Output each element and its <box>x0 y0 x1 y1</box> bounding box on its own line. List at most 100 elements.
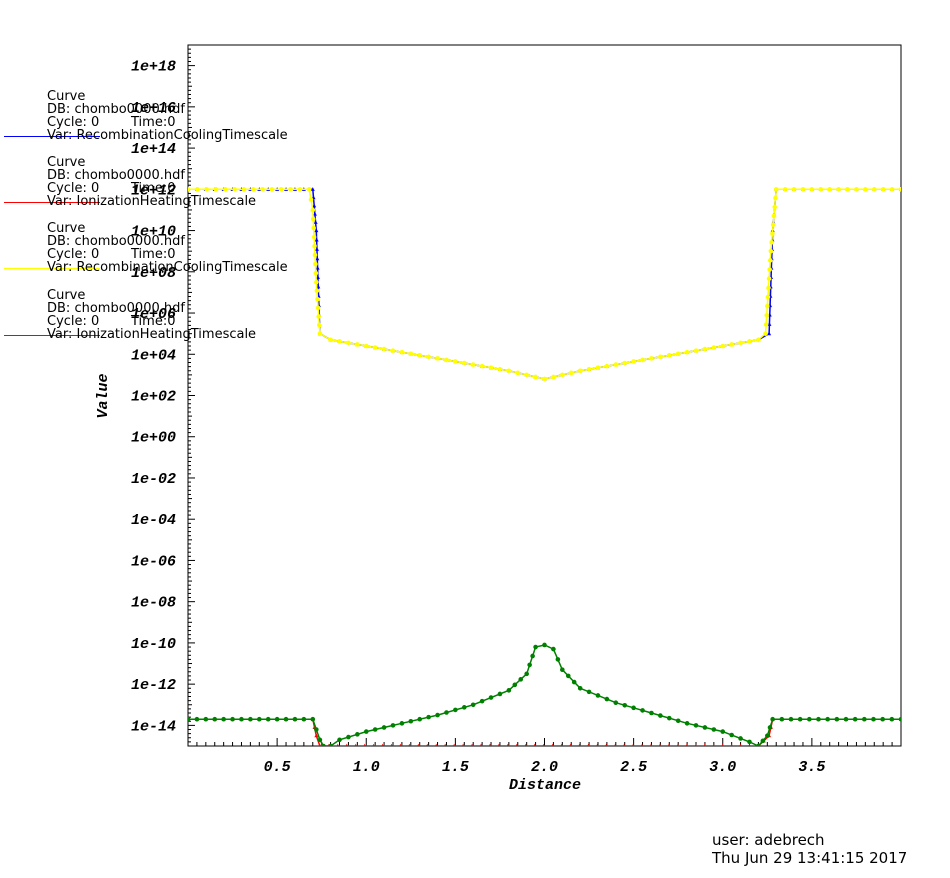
y-tick-label: 1e-10 <box>131 636 176 653</box>
data-point <box>312 243 317 249</box>
data-point <box>426 714 431 720</box>
data-point <box>640 743 644 746</box>
data-point <box>542 743 545 746</box>
data-point <box>816 716 821 722</box>
data-point <box>765 733 770 738</box>
data-point <box>748 743 751 746</box>
data-point <box>871 716 876 722</box>
data-point <box>767 258 773 263</box>
data-point <box>435 356 440 361</box>
data-point <box>889 187 895 192</box>
data-point <box>444 710 449 715</box>
legend-entry: Curve DB: chombo0000.hdf Cycle: 0 Time:0… <box>0 156 330 216</box>
data-point <box>318 743 322 746</box>
legend-time-label: Time:0 <box>131 314 176 329</box>
data-point <box>791 187 797 192</box>
data-point <box>312 211 317 216</box>
data-point <box>797 716 803 722</box>
data-point <box>863 187 868 192</box>
legend-var-label: Var: IonizationHeatingTimescale <box>47 194 257 209</box>
data-point <box>577 685 583 691</box>
data-point <box>658 354 663 360</box>
data-point <box>596 743 599 746</box>
data-point <box>565 673 571 679</box>
data-point <box>518 677 524 682</box>
data-point <box>354 743 357 746</box>
data-point <box>337 339 342 344</box>
data-point <box>760 738 766 744</box>
data-point <box>292 716 298 722</box>
data-point <box>313 220 318 224</box>
data-point <box>497 743 501 746</box>
data-point <box>854 187 859 192</box>
data-point <box>328 337 333 343</box>
legend-curve-label: Curve <box>47 89 86 104</box>
data-point <box>336 743 339 746</box>
legend-curve-label: Curve <box>47 155 86 170</box>
data-point <box>756 337 761 343</box>
data-point <box>239 716 244 722</box>
data-point <box>738 736 743 741</box>
legend-db-label: DB: chombo0000.hdf <box>47 234 185 249</box>
data-point <box>497 691 503 697</box>
data-point <box>194 716 200 722</box>
data-point <box>871 187 877 192</box>
data-point <box>310 716 316 722</box>
data-point <box>310 207 316 213</box>
data-point <box>470 702 476 708</box>
data-point <box>747 339 752 344</box>
data-point <box>241 187 247 192</box>
data-point <box>898 187 901 192</box>
data-point <box>527 662 532 668</box>
data-point <box>399 721 405 726</box>
data-point <box>444 743 447 746</box>
data-point <box>381 725 387 730</box>
data-point <box>555 657 561 662</box>
data-point <box>551 743 554 746</box>
data-point <box>560 372 565 378</box>
data-point <box>488 695 494 700</box>
y-tick-label: 1e+14 <box>131 141 176 158</box>
data-point <box>461 360 467 366</box>
data-point <box>587 743 590 746</box>
data-point <box>308 197 314 202</box>
data-point <box>614 743 617 746</box>
data-point <box>312 252 318 258</box>
data-point <box>836 187 841 192</box>
data-point <box>408 718 414 724</box>
data-point <box>658 743 662 746</box>
data-point <box>711 345 717 350</box>
data-point <box>729 342 734 347</box>
y-tick-label: 1e-14 <box>131 718 176 735</box>
data-point <box>631 705 636 711</box>
data-point <box>667 743 671 746</box>
y-tick-label: 1e+08 <box>131 265 176 282</box>
data-point <box>381 346 387 352</box>
y-tick-label: 1e-08 <box>131 595 176 612</box>
data-point <box>337 737 342 743</box>
y-axis: 1e+18 1e+16 1e+14 1e+12 1e+10 1e+08 1e+06 1e+04… <box>131 44 195 747</box>
data-point <box>766 276 772 281</box>
y-tick-label: 1e+00 <box>131 430 176 447</box>
data-point <box>506 743 509 746</box>
legend-entry: Curve DB: chombo0000.hdf Cycle: 0 Time:0… <box>0 289 330 349</box>
data-point <box>827 187 832 192</box>
data-point <box>569 743 572 746</box>
y-tick-label: 1e+02 <box>131 389 176 406</box>
data-point <box>693 348 699 353</box>
data-point <box>315 275 320 280</box>
data-point <box>479 743 483 746</box>
data-point <box>314 228 319 233</box>
data-point <box>315 305 321 311</box>
data-point <box>250 187 256 192</box>
data-point <box>703 743 706 746</box>
data-point <box>739 743 742 746</box>
data-point <box>188 187 191 192</box>
data-point <box>542 642 547 648</box>
legend-swatch <box>4 136 100 137</box>
data-point <box>604 363 610 369</box>
data-point <box>311 234 317 240</box>
data-point <box>770 231 775 236</box>
data-point <box>269 187 275 192</box>
legend-swatch <box>4 202 100 203</box>
